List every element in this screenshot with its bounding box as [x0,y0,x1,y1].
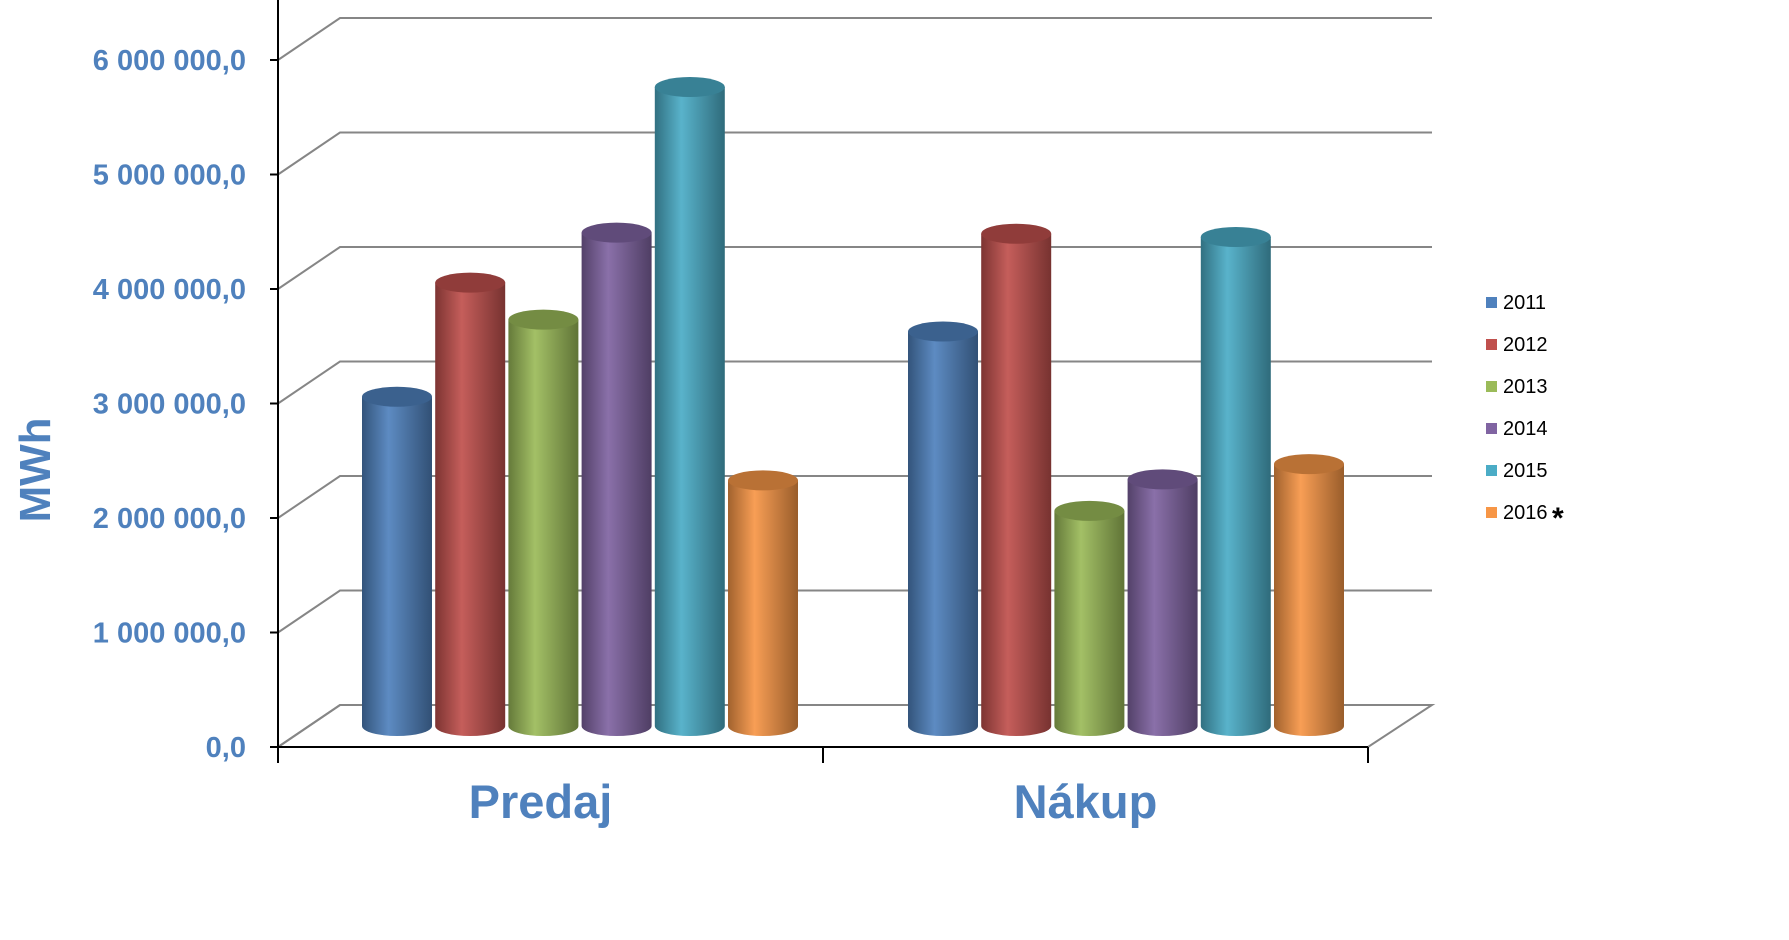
y-tick-label: 2 000 000,0 [93,503,246,535]
y-axis-title: MWh [11,417,60,522]
bar-top-predaj-2013 [508,309,579,330]
legend-swatch [1486,297,1497,308]
bar-predaj-2012 [435,282,506,736]
bar-predaj-2015 [654,87,725,737]
bar-top-nákup-2014 [1127,469,1198,490]
bar-nákup-2016 [1274,464,1344,736]
y-tick-label: 6 000 000,0 [93,45,246,77]
category-label: Predaj [469,775,613,828]
legend-swatch [1486,339,1497,350]
gridlines [277,17,1432,748]
legend-label: 2011 [1503,292,1546,314]
bar-nákup-2014 [1127,479,1198,736]
legend: 2011 2012 2013 2014 2015 2016 * [1486,292,1564,535]
bar-nákup-2015 [1200,237,1271,736]
gridline [277,360,1432,405]
legend-label: 2013 [1503,376,1548,398]
bars [362,77,1344,737]
bar-predaj-2014 [581,232,652,737]
bar-nákup-2013 [1054,510,1125,736]
legend-swatch [1486,507,1497,518]
bar-top-nákup-2013 [1054,500,1125,521]
gridline [277,17,1432,61]
bar-predaj-2016 [728,480,798,736]
bar-top-nákup-2011 [908,321,978,342]
legend-swatch [1486,381,1497,392]
legend-label: 2015 [1503,460,1548,482]
axes [270,0,1369,763]
bar-nákup-2011 [908,331,978,736]
bar-predaj-2011 [362,396,432,736]
gridline [277,246,1432,290]
legend-swatch [1486,423,1497,434]
y-tick-label: 1 000 000,0 [93,618,246,650]
y-tick-labels: 0,0 1 000 000,0 2 000 000,0 3 000 000,0 4 00… [93,45,246,764]
bar-top-predaj-2011 [362,386,432,407]
bar-nákup-2012 [981,233,1052,736]
y-tick-label: 4 000 000,0 [93,274,246,306]
bar-predaj-2013 [508,319,579,736]
gridline [277,131,1432,176]
bar-top-nákup-2016 [1274,454,1344,475]
legend-note: * [1552,502,1564,535]
legend-swatch [1486,465,1497,476]
y-tick-label: 3 000 000,0 [93,389,246,421]
bar-top-predaj-2015 [654,77,725,98]
y-tick-label: 0,0 [206,732,246,764]
bar-top-nákup-2015 [1200,227,1271,247]
bar-top-predaj-2012 [435,272,506,293]
y-tick-label: 5 000 000,0 [93,160,246,192]
category-labels: Predaj Nákup [469,775,1158,828]
legend-label: 2014 [1503,418,1548,440]
legend-label: 2016 [1503,502,1548,524]
category-label: Nákup [1014,775,1158,828]
gridline [277,475,1432,519]
bar-top-predaj-2014 [581,222,652,243]
bar-top-nákup-2012 [981,223,1052,244]
bar-top-predaj-2016 [728,470,798,491]
legend-label: 2012 [1503,334,1548,356]
